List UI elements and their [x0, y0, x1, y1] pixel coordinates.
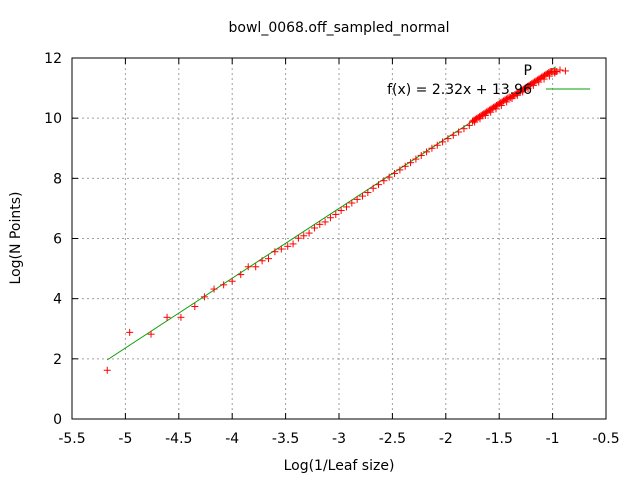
data-point — [147, 330, 155, 338]
data-point — [428, 144, 436, 152]
plot-series — [103, 66, 569, 374]
data-point — [177, 313, 185, 321]
data-point — [294, 234, 302, 242]
data-point — [439, 138, 447, 146]
y-tick-label: 10 — [44, 111, 62, 127]
data-point — [228, 277, 236, 285]
x-axis-label: Log(1/Leaf size) — [284, 458, 395, 474]
data-point — [364, 188, 372, 196]
y-tick-label: 2 — [53, 352, 62, 368]
data-point — [210, 285, 218, 293]
data-point — [277, 245, 285, 253]
grid — [72, 58, 606, 419]
legend-sample-points — [556, 66, 564, 74]
data-point — [412, 155, 420, 163]
data-point — [561, 67, 569, 75]
data-point — [316, 220, 324, 228]
x-tick-label: -2.5 — [379, 431, 406, 447]
data-point — [552, 68, 560, 76]
data-point — [271, 248, 279, 256]
data-point — [455, 128, 463, 136]
data-point — [191, 302, 199, 310]
x-tick-label: -2 — [439, 431, 453, 447]
data-point — [385, 173, 393, 181]
x-tick-label: -3 — [332, 431, 346, 447]
data-point — [321, 218, 329, 226]
plot-frame — [71, 57, 607, 420]
data-point — [396, 166, 404, 174]
data-point — [433, 141, 441, 149]
data-point — [353, 195, 361, 203]
data-point — [460, 125, 468, 133]
data-point — [289, 240, 297, 248]
data-point — [407, 159, 415, 167]
data-point — [332, 210, 340, 218]
data-point — [200, 293, 208, 301]
data-point — [423, 148, 431, 156]
data-point — [375, 181, 383, 189]
data-point — [401, 162, 409, 170]
x-tick-label: -4.5 — [165, 431, 192, 447]
data-point — [252, 263, 260, 271]
data-point — [358, 192, 366, 200]
data-point — [300, 232, 308, 240]
data-point — [305, 229, 313, 237]
data-point — [265, 255, 273, 263]
y-tick-label: 8 — [53, 171, 62, 187]
data-point — [417, 151, 425, 159]
x-tick-label: -5 — [118, 431, 132, 447]
data-point — [284, 242, 292, 250]
y-tick-label: 12 — [44, 51, 62, 67]
data-point — [369, 184, 377, 192]
y-tick-label: 0 — [53, 412, 62, 428]
x-tick-label: -4 — [225, 431, 239, 447]
x-tick-label: -1.5 — [486, 431, 513, 447]
y-axis-label: Log(N Points) — [8, 192, 24, 285]
axes: -5.5 -5 -4.5 -4 -3.5 -3 -2.5 -2 -1.5 -1 -0.5 0 2 4 6 8 1… — [44, 51, 619, 447]
data-point — [444, 135, 452, 143]
legend-label-points: P — [524, 63, 532, 79]
data-point — [103, 366, 111, 374]
data-point — [237, 271, 245, 279]
y-tick-label: 6 — [53, 232, 62, 248]
x-tick-label: -5.5 — [58, 431, 85, 447]
data-point — [244, 263, 252, 271]
x-tick-label: -3.5 — [272, 431, 299, 447]
data-point — [163, 313, 171, 321]
data-point — [126, 328, 134, 336]
x-tick-label: -1 — [546, 431, 560, 447]
data-point — [465, 121, 473, 129]
y-tick-label: 4 — [53, 292, 62, 308]
data-point — [326, 214, 334, 222]
data-point — [449, 131, 457, 139]
chart-title: bowl_0068.off_sampled_normal — [229, 20, 450, 36]
data-point — [220, 281, 228, 289]
data-point — [337, 207, 345, 215]
data-point — [348, 199, 356, 207]
legend: P f(x) = 2.32x + 13.96 — [387, 63, 590, 98]
data-point — [258, 257, 266, 265]
x-tick-label: -0.5 — [592, 431, 619, 447]
data-point — [391, 170, 399, 178]
legend-point-marker — [556, 66, 564, 74]
data-point — [342, 203, 350, 211]
data-point — [380, 177, 388, 185]
data-point — [310, 224, 318, 232]
legend-label-fit: f(x) = 2.32x + 13.96 — [387, 82, 532, 98]
